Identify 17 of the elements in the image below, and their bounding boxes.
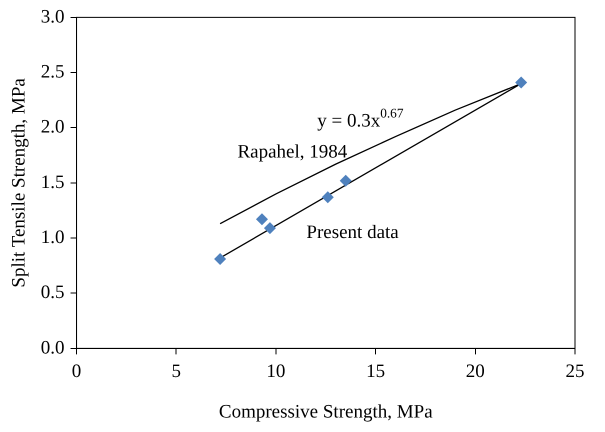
y-tick-label: 3.0	[40, 6, 65, 28]
y-tick-label: 2.0	[40, 116, 65, 138]
y-tick-label: 0.5	[40, 282, 65, 304]
series-label: Present data	[306, 222, 400, 244]
y-axis-title: Split Tensile Strength, MPa	[8, 78, 30, 288]
x-tick-label: 20	[466, 360, 485, 382]
x-tick-label: 25	[566, 360, 584, 382]
x-tick-label: 15	[366, 360, 386, 382]
y-tick-label: 0.0	[40, 337, 65, 358]
series-label: Rapahel, 1984	[237, 142, 348, 163]
x-tick-label: 0	[72, 360, 82, 382]
x-axis-title: Compressive Strength, MPa	[218, 402, 434, 423]
y-tick-label: 1.0	[40, 227, 65, 248]
y-tick-label: 1.5	[40, 172, 65, 193]
x-tick-label: 10	[266, 360, 286, 382]
y-tick-label: 2.5	[40, 62, 65, 83]
x-tick-label: 5	[171, 360, 181, 382]
